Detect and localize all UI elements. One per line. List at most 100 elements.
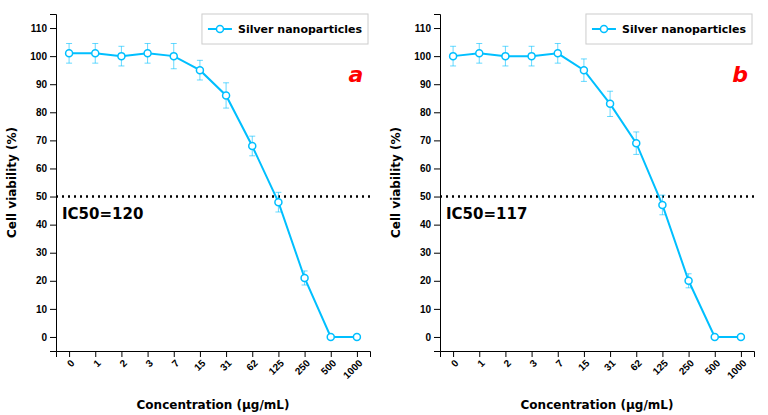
y-tick-label: 100 [30, 51, 47, 62]
x-axis: 012371531621252505001000 [57, 351, 371, 381]
x-tick-label: 7 [554, 357, 566, 369]
y-tick-label: 70 [36, 135, 48, 146]
x-tick: 500 [319, 351, 339, 377]
x-tick-label: 3 [143, 357, 155, 369]
error-bar-cap [171, 68, 177, 69]
error-bar-cap [223, 108, 229, 109]
error-bar-cap [450, 46, 456, 47]
panel-label: b [732, 62, 748, 87]
y-tick-label: 110 [31, 23, 48, 34]
point [196, 67, 203, 74]
error-bar-cap [118, 46, 124, 47]
x-axis-title: Concentration (μg/mL) [137, 398, 290, 412]
y-tick-mark [50, 84, 56, 85]
error-bar-cap [581, 58, 587, 59]
y-tick-mark [434, 168, 440, 169]
y-tick-mark [50, 140, 56, 141]
x-tick: 31 [218, 351, 234, 373]
y-tick: 90 [420, 79, 440, 90]
error-bar-cap [249, 136, 255, 137]
series-line [453, 53, 741, 337]
x-tick-mark [95, 351, 96, 357]
x-tick: 125 [650, 351, 670, 377]
error-bar [607, 91, 613, 116]
y-tick-mark [434, 337, 440, 338]
error-bars [450, 43, 744, 338]
y-tick-label: 40 [36, 219, 48, 230]
y-tick: 30 [420, 247, 440, 258]
x-tick-mark [479, 351, 480, 357]
x-tick: 2 [501, 351, 513, 369]
y-tick-mark [50, 56, 56, 57]
y-tick: 50 [420, 191, 440, 202]
legend-item: Silver nanoparticles [592, 23, 746, 36]
legend-label: Silver nanoparticles [238, 23, 362, 36]
ic50-label: IC50=120 [62, 205, 143, 223]
error-bar [476, 43, 482, 63]
x-tick-mark [226, 351, 227, 357]
point [170, 53, 177, 60]
x-tick: 62 [628, 351, 644, 373]
y-tick: 100 [30, 51, 56, 62]
x-tick-mark [662, 351, 663, 357]
point [711, 333, 718, 340]
x-tick-mark [532, 351, 533, 357]
x-tick: 250 [293, 351, 313, 377]
x-tick-label: 500 [703, 357, 723, 377]
x-tick-label: 2 [501, 357, 513, 369]
x-tick-mark [636, 351, 637, 357]
y-tick: 80 [36, 107, 56, 118]
error-bar-cap [197, 60, 203, 61]
error-bar-cap [502, 46, 508, 47]
y-tick-mark [434, 225, 440, 226]
point [607, 100, 614, 107]
markers [66, 50, 361, 341]
error-bar-cap [476, 43, 482, 44]
x-tick: 0 [65, 351, 77, 369]
x-tick-label: 250 [677, 357, 697, 377]
y-axis-title: Cell viability (%) [5, 127, 19, 238]
y-tick: 40 [420, 219, 440, 230]
x-tick-label: 62 [628, 357, 644, 373]
panel-label: a [349, 62, 364, 87]
x-tick: 250 [677, 351, 697, 377]
y-tick: 10 [420, 304, 440, 315]
error-bar [450, 46, 456, 66]
plot-area [440, 43, 754, 340]
error-bar [66, 43, 72, 63]
x-axis: 012371531621252505001000 [441, 351, 755, 381]
point [353, 333, 360, 340]
y-tick-mark [50, 337, 56, 338]
x-tick-label: 1000 [341, 357, 365, 381]
error-bar-cap [659, 195, 665, 196]
error-bar-cap [450, 65, 456, 66]
y-tick-label: 60 [420, 163, 432, 174]
x-tick: 0 [449, 351, 461, 369]
x-tick: 125 [266, 351, 286, 377]
y-tick-mark [50, 168, 56, 169]
y-tick-label: 110 [415, 23, 432, 34]
point [685, 277, 692, 284]
x-tick: 31 [602, 351, 618, 373]
error-bar-cap [66, 63, 72, 64]
error-bar-cap [607, 116, 613, 117]
x-tick: 1000 [725, 351, 749, 381]
y-tick: 70 [36, 135, 56, 146]
point [327, 333, 334, 340]
error-bar-cap [607, 91, 613, 92]
error-bar-cap [529, 65, 535, 66]
y-tick: 70 [420, 135, 440, 146]
error-bar-cap [118, 65, 124, 66]
x-tick-mark [252, 351, 253, 357]
x-tick-mark [69, 351, 70, 357]
panel: 0123715316212525050010000102030405060708… [389, 14, 755, 412]
y-tick-label: 10 [36, 304, 48, 315]
y-tick-label: 30 [420, 247, 432, 258]
x-tick-mark [148, 351, 149, 357]
y-tick-label: 10 [420, 304, 432, 315]
legend-box [202, 14, 368, 44]
x-tick-mark [453, 351, 454, 357]
x-tick-mark [200, 351, 201, 357]
x-tick: 15 [192, 351, 208, 373]
x-tick-mark [278, 351, 279, 357]
